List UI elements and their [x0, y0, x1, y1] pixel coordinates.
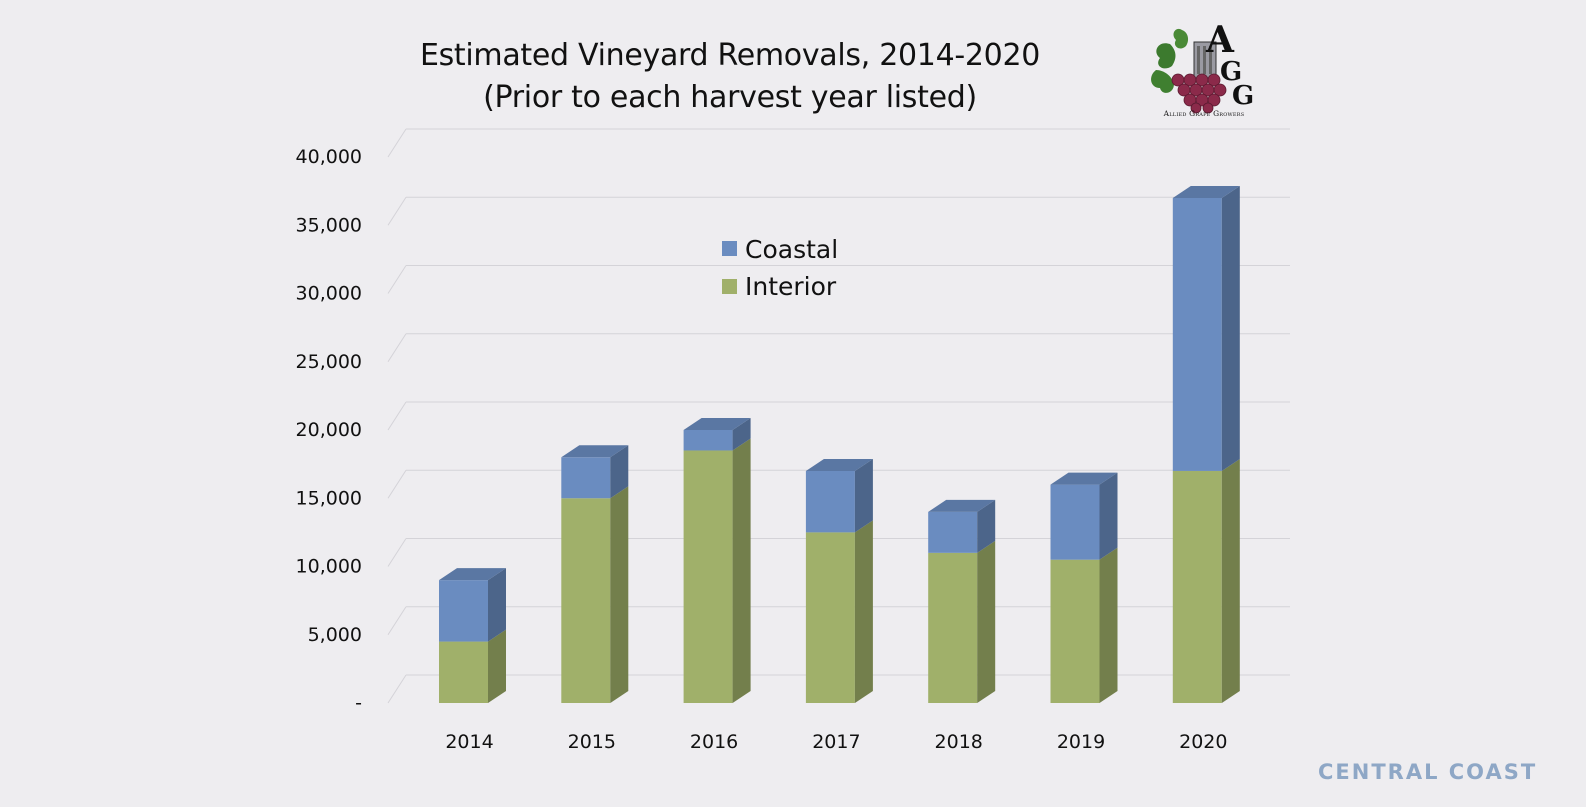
legend-label-coastal: Coastal: [745, 235, 838, 264]
bar-coastal-2014: [439, 568, 506, 642]
x-tick-label: 2014: [445, 731, 493, 753]
bar-coastal-2019: [1050, 472, 1118, 560]
y-tick-label: 25,000: [296, 351, 362, 373]
gridline: [387, 265, 1290, 294]
legend-swatch-coastal: [722, 241, 737, 256]
svg-text:G: G: [1232, 81, 1254, 111]
x-tick-label: 2017: [812, 731, 860, 753]
y-tick-label: -: [355, 692, 362, 714]
bar-interior-2020: [1172, 458, 1240, 703]
x-tick-label: 2020: [1179, 731, 1227, 753]
bar-coastal-2018: [928, 499, 996, 553]
x-tick-label: 2019: [1057, 731, 1105, 753]
x-axis-ticks: 2014 2015 2016 2017 2018 2019 2020: [445, 731, 1227, 753]
legend: Coastal Interior: [722, 235, 838, 301]
svg-text:A: A: [1205, 22, 1235, 61]
bar-interior-2018: [928, 540, 996, 703]
x-tick-label: 2015: [568, 731, 616, 753]
y-tick-label: 30,000: [296, 283, 362, 305]
allied-grape-growers-logo: A G G: [1151, 22, 1254, 114]
gridline: [387, 128, 1290, 158]
watermark-cut-text: [1318, 797, 1508, 807]
bar-interior-2016: [683, 438, 751, 703]
bar-coastal-2015: [561, 445, 629, 499]
watermark-text: CENTRAL COAST: [1318, 760, 1538, 784]
y-tick-label: 35,000: [296, 214, 362, 236]
bar-interior-2019: [1050, 547, 1118, 703]
chart-title: Estimated Vineyard Removals, 2014-2020: [419, 38, 1041, 73]
svg-text:G: G: [1220, 57, 1242, 87]
x-tick-label: 2016: [690, 731, 738, 753]
y-axis-ticks: - 5,000 10,000 15,000 20,000 25,000 30,000 35,0…: [296, 146, 362, 714]
gridline: [387, 333, 1290, 363]
y-tick-label: 15,000: [296, 487, 362, 509]
x-tick-label: 2018: [935, 731, 983, 753]
chart-subtitle: (Prior to each harvest year listed): [483, 80, 977, 115]
y-tick-label: 10,000: [296, 556, 362, 578]
y-tick-label: 40,000: [296, 146, 362, 168]
logo-caption: Allied Grape Growers: [1163, 109, 1245, 118]
bar-coastal-2016: [683, 418, 751, 451]
bar-coastal-2020: [1172, 185, 1240, 471]
y-tick-label: 5,000: [308, 624, 362, 646]
legend-swatch-interior: [722, 279, 737, 294]
y-tick-label: 20,000: [296, 419, 362, 441]
bar-interior-2017: [805, 520, 873, 703]
gridline: [387, 196, 1290, 226]
bars: [439, 185, 1240, 703]
legend-label-interior: Interior: [745, 272, 837, 301]
bar-interior-2014: [439, 629, 506, 703]
bar-interior-2015: [561, 486, 629, 703]
bar-coastal-2017: [805, 458, 873, 533]
gridline: [387, 401, 1290, 431]
